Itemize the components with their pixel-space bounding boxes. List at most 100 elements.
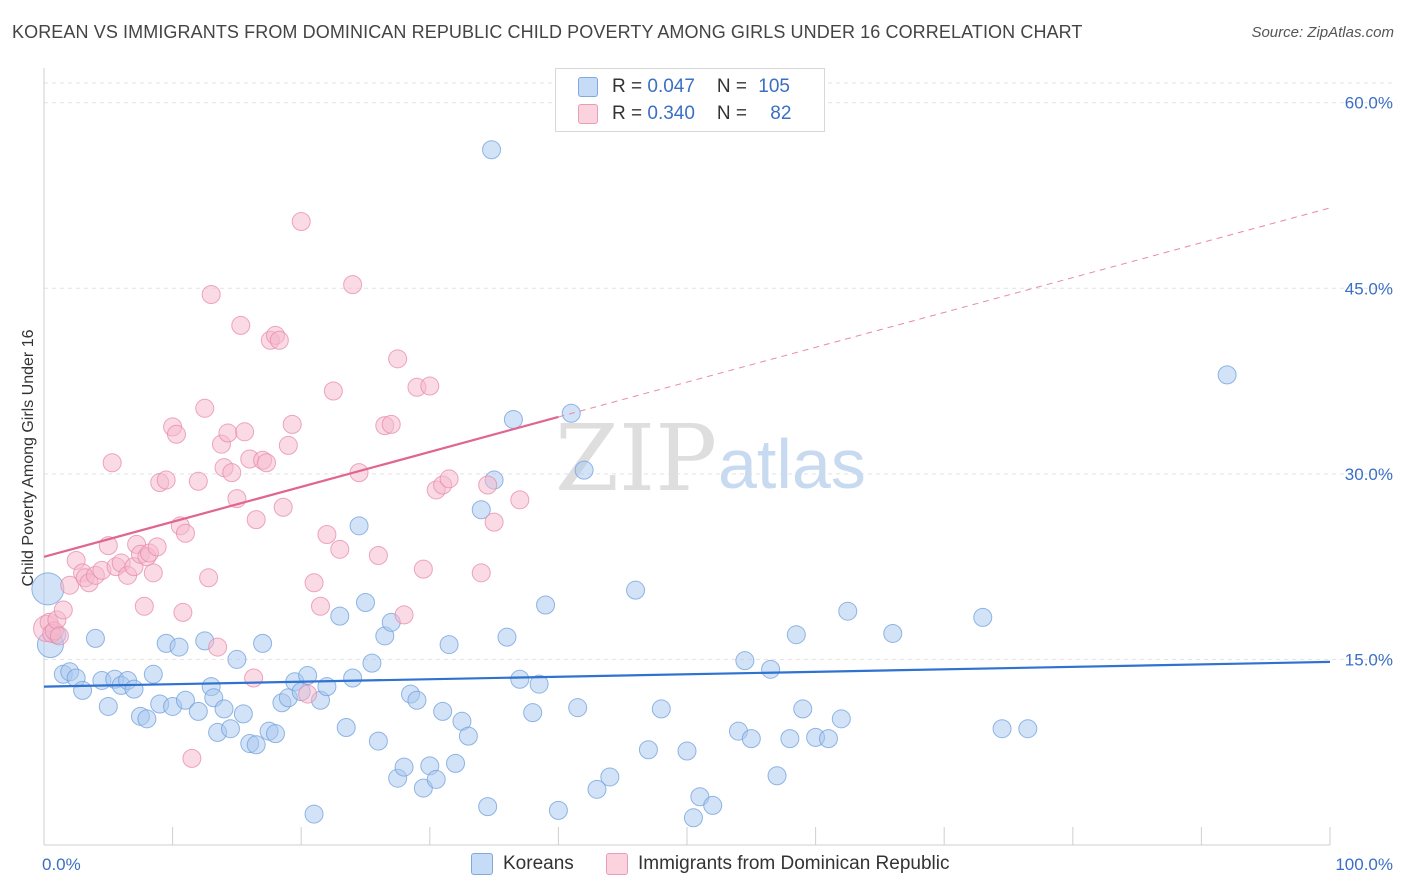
dominican-point — [478, 475, 498, 495]
korean-point — [683, 808, 703, 828]
korean-point — [336, 717, 356, 737]
dominican-point — [278, 435, 298, 455]
dominican-point — [208, 637, 228, 657]
correlation-legend: R = 0.047 N = 105 R = 0.340 N = 82 — [555, 68, 825, 132]
korean-point — [407, 690, 427, 710]
legend-swatch-koreans — [578, 77, 598, 97]
korean-point — [471, 500, 491, 520]
dominican-point — [343, 275, 363, 295]
dominican-point — [222, 463, 242, 483]
dominican-point — [269, 330, 289, 350]
korean-point — [568, 698, 588, 718]
korean-point — [536, 595, 556, 615]
korean-point — [587, 779, 607, 799]
dominican-point — [134, 596, 154, 616]
korean-point — [786, 625, 806, 645]
dominican-point — [182, 748, 202, 768]
y-tick-label: 15.0% — [1345, 650, 1393, 669]
korean-point — [497, 627, 517, 647]
legend-r-value: 0.340 — [647, 103, 695, 124]
dominican-point — [195, 398, 215, 418]
dominican-point — [188, 471, 208, 491]
dominican-point — [273, 497, 293, 517]
dominican-point — [323, 381, 343, 401]
dominican-point — [246, 510, 266, 530]
dominican-point — [53, 600, 73, 620]
dominican-point — [471, 563, 491, 583]
watermark-atlas: atlas — [718, 425, 866, 503]
dominican-point — [484, 512, 504, 532]
korean-point — [137, 709, 157, 729]
dominican-point — [310, 596, 330, 616]
legend-text-koreans: R = 0.047 N = 105 — [612, 76, 790, 98]
legend-r-value: 0.047 — [647, 76, 695, 97]
korean-point — [780, 729, 800, 749]
korean-point — [426, 769, 446, 789]
dominican-trend-line — [43, 415, 559, 558]
dominican-point — [256, 453, 276, 473]
korean-point — [349, 516, 369, 536]
korean-trend-line — [43, 660, 1331, 688]
watermark-zip: ZIP — [555, 405, 717, 512]
korean-point — [439, 635, 459, 655]
dominican-point — [199, 568, 219, 588]
dominican-point — [388, 349, 408, 369]
dominican-trend-line-extension — [558, 207, 1331, 418]
legend-n-value: 82 — [770, 103, 792, 124]
dominican-point — [381, 414, 401, 434]
bottom-legend-swatch-dominican — [606, 853, 628, 875]
korean-point — [343, 668, 363, 688]
korean-point — [548, 800, 568, 820]
y-axis-title: Child Poverty Among Girls Under 16 — [20, 329, 37, 586]
legend-n-label: N = — [716, 103, 753, 124]
axes — [43, 68, 1331, 846]
dominican-point — [173, 602, 193, 622]
dominican-point — [235, 422, 255, 442]
korean-point — [735, 651, 755, 671]
korean-point — [227, 649, 247, 669]
dominican-point — [317, 524, 337, 544]
korean-point — [1217, 365, 1237, 385]
dominican-point — [291, 212, 311, 232]
data-points — [31, 140, 1237, 828]
korean-point — [741, 729, 761, 749]
korean-point — [883, 623, 903, 643]
korean-point — [368, 731, 388, 751]
dominican-point — [143, 563, 163, 583]
korean-point — [638, 740, 658, 760]
korean-point — [838, 601, 858, 621]
korean-point — [651, 699, 671, 719]
korean-point — [703, 795, 723, 815]
korean-point — [510, 669, 530, 689]
korean-point — [98, 696, 118, 716]
korean-point — [992, 719, 1012, 739]
dominican-point — [298, 684, 318, 704]
korean-point — [677, 741, 697, 761]
legend-swatch-dominican — [578, 104, 598, 124]
korean-point — [220, 719, 240, 739]
legend-n-value: 105 — [758, 76, 790, 97]
korean-point — [523, 703, 543, 723]
korean-point — [1018, 719, 1038, 739]
korean-point — [175, 690, 195, 710]
legend-r-label: R = — [612, 103, 648, 124]
y-tick-label: 60.0% — [1345, 94, 1393, 113]
dominican-point — [282, 414, 302, 434]
y-tick-label: 45.0% — [1345, 279, 1393, 298]
dominican-point — [156, 470, 176, 490]
korean-point — [482, 140, 502, 160]
dominican-point — [166, 424, 186, 444]
dominican-point — [394, 605, 414, 625]
dominican-point — [201, 284, 221, 304]
dominican-point — [244, 668, 264, 688]
dominican-point — [60, 575, 80, 595]
korean-point — [362, 653, 382, 673]
korean-point — [214, 699, 234, 719]
grid-lines — [44, 82, 1392, 660]
dominican-point — [420, 376, 440, 396]
dominican-point — [439, 469, 459, 489]
korean-point — [433, 701, 453, 721]
korean-point — [233, 704, 253, 724]
dominican-point — [218, 423, 238, 443]
korean-point — [265, 724, 285, 744]
